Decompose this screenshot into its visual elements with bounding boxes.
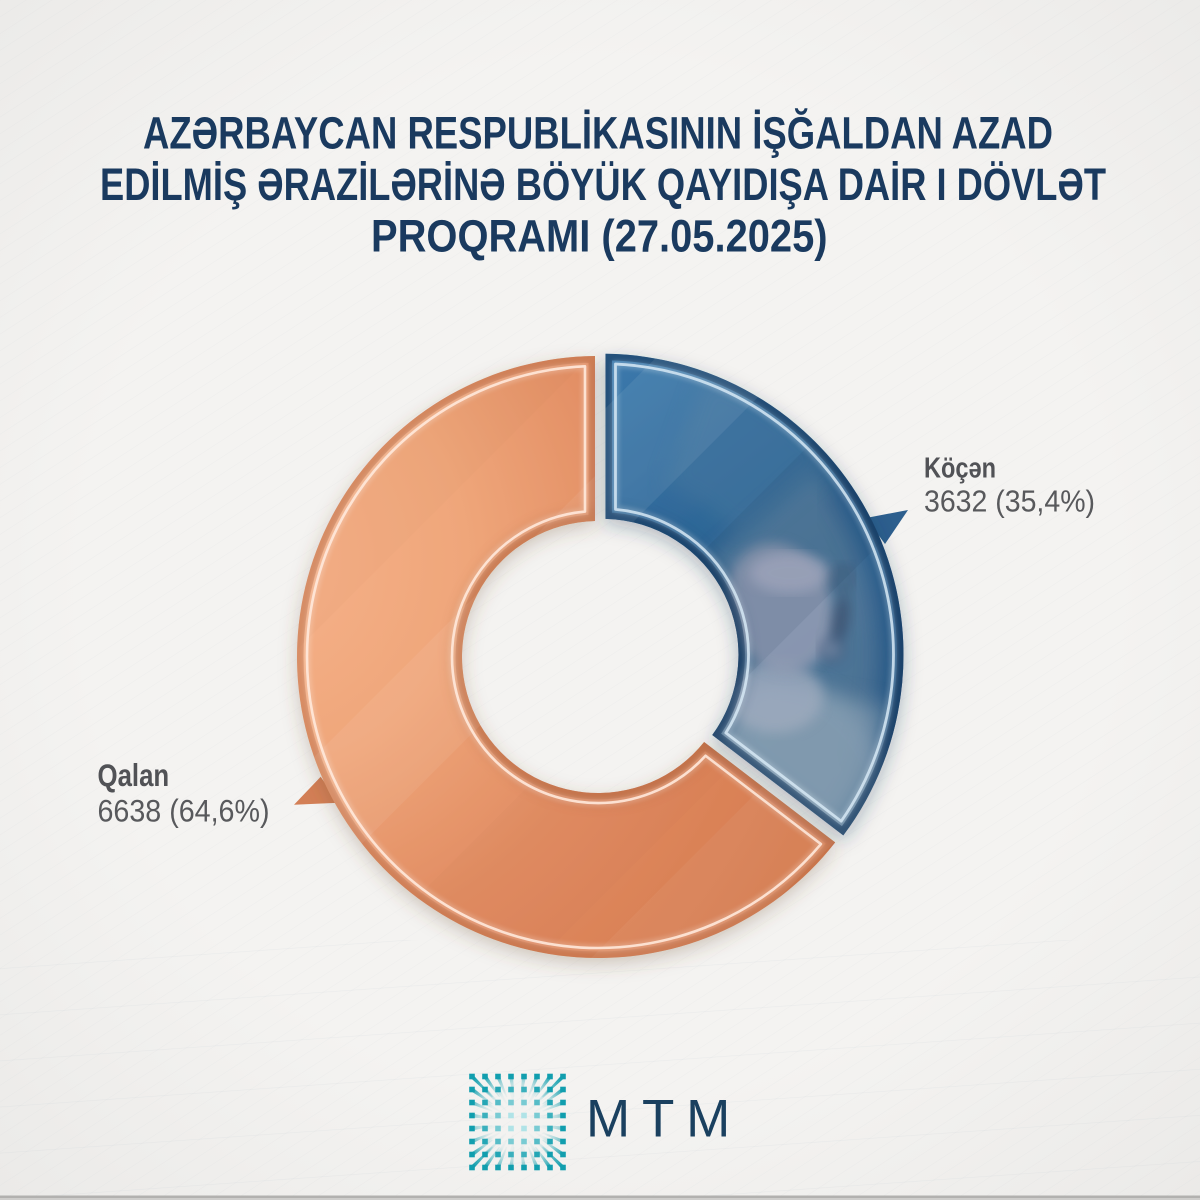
svg-text:AZƏRBAYCAN RESPUBLİKASININ İŞĞ: AZƏRBAYCAN RESPUBLİKASININ İŞĞALDAN AZAD	[143, 107, 1053, 159]
svg-text:PROQRAMI (27.05.2025): PROQRAMI (27.05.2025)	[371, 211, 828, 262]
svg-text:3632 (35,4%): 3632 (35,4%)	[924, 484, 1095, 519]
svg-text:Qalan: Qalan	[98, 757, 170, 793]
svg-text:Köçən: Köçən	[924, 453, 996, 485]
svg-text:EDİLMİŞ ƏRAZİLƏRİNƏ BÖYÜK QAYI: EDİLMİŞ ƏRAZİLƏRİNƏ BÖYÜK QAYIDIŞA DAİR …	[100, 159, 1106, 210]
svg-text:6638 (64,6%): 6638 (64,6%)	[98, 793, 270, 829]
svg-text:MTM: MTM	[586, 1090, 742, 1149]
